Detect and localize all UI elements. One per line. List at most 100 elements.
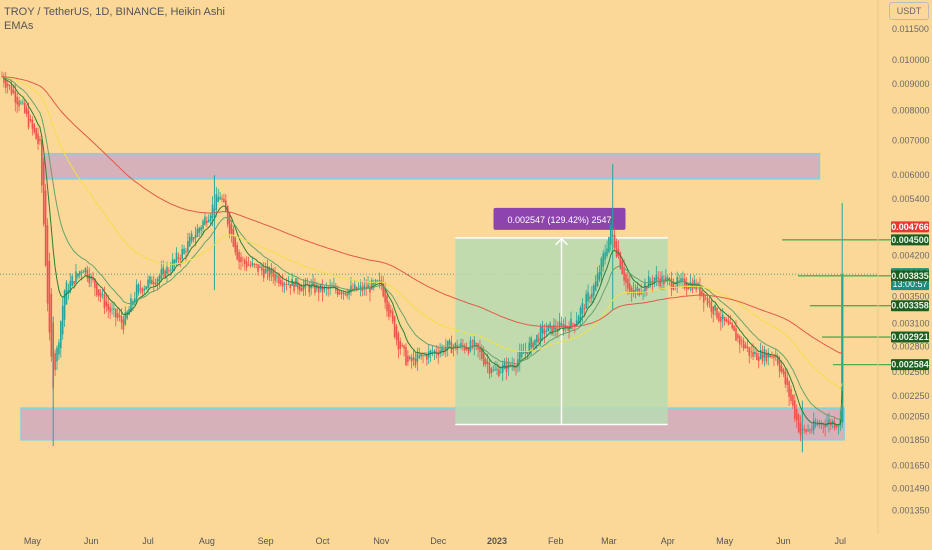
candle-body bbox=[135, 284, 138, 301]
candle-body bbox=[226, 206, 229, 225]
candle-body bbox=[198, 227, 201, 233]
candle-body bbox=[376, 280, 379, 282]
candle-body bbox=[534, 339, 536, 346]
candle-body bbox=[668, 278, 671, 280]
candle-body bbox=[97, 289, 100, 296]
candle-body bbox=[397, 333, 400, 350]
candle-body bbox=[151, 279, 153, 285]
candle-body bbox=[230, 224, 233, 234]
candle-body bbox=[69, 280, 72, 292]
y-tick-label: 0.002250 bbox=[892, 391, 930, 401]
x-tick-label: Jul bbox=[142, 536, 154, 546]
candle-body bbox=[111, 309, 113, 311]
candle-body bbox=[407, 355, 409, 363]
candle-body bbox=[577, 316, 580, 323]
candle-body bbox=[418, 355, 421, 358]
candle-body bbox=[77, 273, 79, 277]
candle-body bbox=[122, 319, 125, 330]
candle-body bbox=[479, 346, 481, 352]
candle-body bbox=[543, 329, 546, 334]
candle-body bbox=[484, 359, 487, 364]
candle-body bbox=[757, 356, 760, 362]
candle-body bbox=[568, 326, 570, 332]
candle-body bbox=[391, 311, 394, 322]
candle-body bbox=[276, 275, 278, 278]
candle-body bbox=[338, 291, 341, 294]
candle-body bbox=[6, 83, 9, 87]
candle-body bbox=[763, 349, 766, 358]
candle-body bbox=[170, 270, 172, 271]
candle-body bbox=[363, 285, 366, 289]
candle-body bbox=[706, 298, 709, 305]
time-axis[interactable]: May Jun Jul Aug Sep Oct Nov Dec 2023 Feb Mar Apr May… bbox=[24, 536, 846, 546]
candle-body bbox=[63, 290, 66, 320]
candle-body bbox=[594, 281, 597, 291]
candle-body bbox=[168, 270, 170, 272]
candle-body bbox=[549, 323, 551, 329]
candle-body bbox=[120, 316, 123, 323]
candle-body bbox=[792, 394, 794, 406]
currency-button[interactable]: USDT bbox=[889, 2, 929, 20]
candle-body bbox=[767, 352, 770, 358]
candle-body bbox=[433, 350, 436, 353]
ema-slow-line bbox=[1, 76, 843, 354]
candle-body bbox=[422, 355, 424, 357]
candle-body bbox=[691, 285, 694, 291]
y-tick-label: 0.009000 bbox=[892, 79, 930, 89]
candle-body bbox=[44, 190, 47, 266]
candle-body bbox=[636, 287, 639, 291]
price-axis[interactable]: 0.011500 0.010000 0.009000 0.008000 0.007000… bbox=[877, 0, 930, 534]
candle-body bbox=[771, 356, 773, 357]
candle-body bbox=[500, 372, 502, 373]
y-tick-label: 0.001850 bbox=[892, 435, 930, 445]
indicator-label[interactable]: EMAs bbox=[4, 20, 34, 32]
y-tick-label: 0.004200 bbox=[892, 250, 930, 260]
candle-body bbox=[171, 259, 174, 271]
price-tag bbox=[891, 331, 929, 343]
candle-body bbox=[503, 362, 506, 369]
candle-body bbox=[308, 284, 311, 293]
y-tick-label: 0.010000 bbox=[892, 55, 930, 65]
candle-body bbox=[494, 369, 496, 371]
candle-body bbox=[141, 288, 144, 293]
measure-arrow-head bbox=[554, 237, 569, 246]
candle-body bbox=[278, 276, 280, 284]
candle-body bbox=[689, 282, 692, 288]
ema-lines bbox=[1, 76, 843, 426]
measure-tool[interactable]: 0.002547 (129.42%) 2547 bbox=[455, 207, 668, 426]
candle-body bbox=[589, 296, 591, 299]
candle-body bbox=[185, 251, 187, 253]
candle-body bbox=[228, 215, 231, 234]
candle-body bbox=[600, 258, 603, 276]
candle-body bbox=[160, 269, 163, 279]
price-tag bbox=[891, 234, 929, 246]
candle-body bbox=[555, 327, 557, 330]
candle-body bbox=[412, 357, 415, 360]
candle-body bbox=[59, 321, 62, 349]
candle-body bbox=[630, 287, 633, 293]
candle-body bbox=[287, 283, 290, 285]
candle-body bbox=[754, 352, 756, 355]
measure-label: 0.002547 (129.42%) 2547 bbox=[507, 215, 611, 225]
y-tick-label: 0.001650 bbox=[892, 461, 930, 471]
candle-body bbox=[828, 419, 830, 425]
candle-body bbox=[424, 354, 426, 356]
candle-body bbox=[795, 409, 798, 421]
candle-body bbox=[109, 306, 111, 313]
ema-mid-line bbox=[1, 76, 843, 420]
candle-body bbox=[323, 286, 326, 290]
candle-body bbox=[816, 423, 819, 426]
candle-body bbox=[765, 353, 768, 362]
candle-body bbox=[551, 325, 553, 335]
candle-body bbox=[156, 278, 159, 284]
candle-body bbox=[537, 338, 540, 342]
candle-body bbox=[314, 284, 316, 293]
candle-body bbox=[721, 314, 724, 320]
y-tick-label: 0.002050 bbox=[892, 412, 930, 422]
candle-body bbox=[192, 237, 195, 240]
candle-body bbox=[431, 352, 434, 354]
candle-body bbox=[126, 311, 128, 319]
candle-body bbox=[814, 424, 817, 426]
candle-body bbox=[579, 308, 582, 320]
